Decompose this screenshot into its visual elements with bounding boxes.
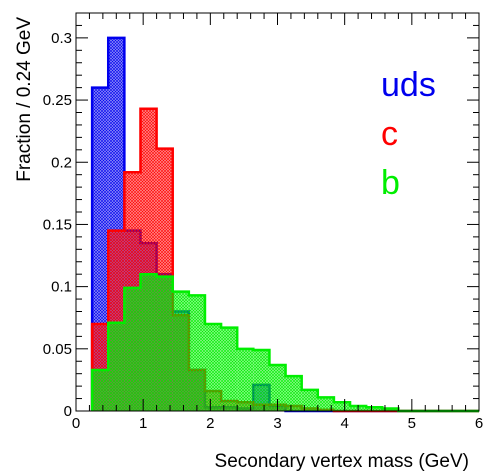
x-tick-label: 0: [72, 415, 80, 432]
bar-b-15: [333, 402, 351, 411]
bar-b-0: [92, 369, 109, 411]
tick-labels: 0 1 2 3 4 5 6 0 0.05 0.1 0.15 0.2 0.25 0.3: [43, 30, 483, 432]
bar-b-13: [301, 389, 318, 411]
outline-b: [90, 272, 479, 413]
bar-b-14: [317, 397, 334, 411]
series-b: [90, 272, 479, 413]
y-tick-label: 0.15: [43, 216, 72, 233]
axes: [75, 12, 480, 412]
x-tick-label: 6: [475, 415, 483, 432]
legend-label-b: b: [381, 164, 400, 202]
bar-b-17: [366, 407, 383, 411]
x-tick-label: 4: [340, 415, 348, 432]
y-tick-label: 0.3: [51, 30, 72, 47]
x-tick-label: 3: [273, 415, 281, 432]
y-tick-label: 0.2: [51, 154, 72, 171]
bar-b-6: [188, 295, 205, 411]
y-tick-label: 0.25: [43, 92, 72, 109]
bar-b-2: [124, 287, 141, 411]
bar-b-7: [204, 323, 222, 411]
bar-b-10: [253, 350, 270, 411]
x-tick-label: 2: [206, 415, 214, 432]
legend: uds cb: [381, 66, 436, 202]
bar-b-5: [172, 291, 189, 411]
x-axis-title: Secondary vertex mass (GeV): [215, 451, 469, 472]
bar-b-11: [269, 364, 286, 411]
y-axis-title: Fraction / 0.24 GeV: [14, 17, 35, 182]
y-tick-label: 0: [64, 403, 72, 420]
legend-label-uds: uds: [381, 66, 436, 104]
legend-label-c: c: [381, 115, 398, 153]
y-tick-label: 0.05: [43, 341, 72, 358]
bar-b-1: [108, 322, 125, 411]
x-tick-label: 1: [139, 415, 147, 432]
bar-b-3: [140, 274, 157, 411]
x-tick-label: 5: [408, 415, 416, 432]
bar-b-4: [156, 276, 173, 411]
histogram-bars: [90, 36, 479, 413]
y-tick-label: 0.1: [51, 279, 72, 296]
bar-b-9: [237, 348, 254, 411]
bar-b-8: [221, 327, 238, 411]
bar-b-12: [285, 376, 302, 411]
